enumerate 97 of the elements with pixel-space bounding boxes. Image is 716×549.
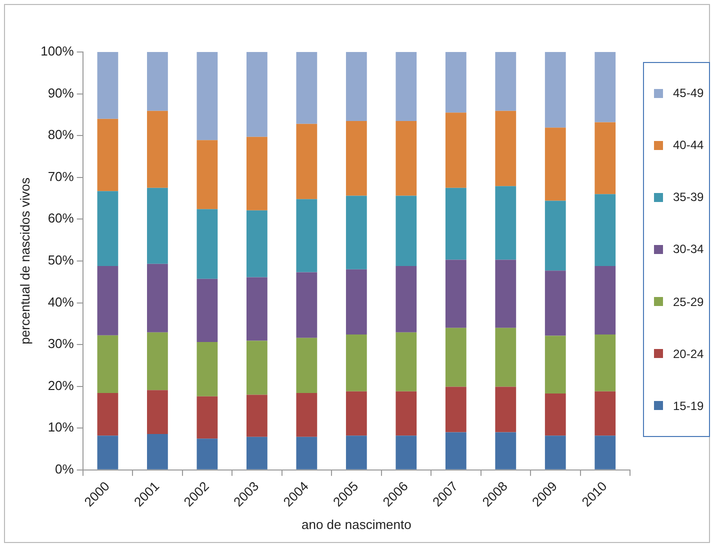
bar <box>544 270 566 336</box>
bar <box>495 110 516 186</box>
legend-label: 20-24 <box>673 346 704 361</box>
bar <box>147 434 168 470</box>
bar <box>296 436 318 470</box>
bar <box>97 335 118 394</box>
bar <box>544 336 566 394</box>
bar <box>296 52 318 124</box>
bar <box>97 266 118 336</box>
bar <box>196 438 218 470</box>
legend-label: 35-39 <box>673 190 704 204</box>
bar <box>296 124 318 200</box>
bar <box>246 136 268 210</box>
bar <box>445 188 466 260</box>
bar <box>594 266 616 335</box>
bar <box>246 340 268 395</box>
bar <box>594 194 616 266</box>
bar <box>445 328 466 387</box>
bar <box>147 332 168 390</box>
y-tick-label: 40% <box>48 294 74 310</box>
bar <box>445 386 466 432</box>
bar <box>346 269 367 335</box>
bar <box>396 52 417 121</box>
bar <box>495 260 516 328</box>
bar <box>544 200 566 271</box>
bar <box>346 120 367 196</box>
bar <box>544 393 566 436</box>
y-tick-label: 80% <box>48 127 74 142</box>
legend-label: 45-49 <box>673 86 704 100</box>
y-tick-label: 20% <box>48 378 74 393</box>
bar <box>246 277 268 341</box>
y-tick-label: 100% <box>40 44 74 59</box>
bar <box>396 196 417 266</box>
bar <box>594 391 616 436</box>
bar <box>196 278 218 342</box>
bar <box>296 199 318 272</box>
bar <box>495 328 516 387</box>
bar <box>97 436 118 470</box>
y-tick-label: 90% <box>48 85 74 100</box>
y-tick-label: 0% <box>55 462 74 476</box>
bar <box>495 386 516 432</box>
bar <box>147 188 168 264</box>
bar <box>196 396 218 439</box>
bar <box>246 394 268 437</box>
bar <box>495 186 516 260</box>
bar <box>396 391 417 436</box>
legend-label: 30-34 <box>673 242 704 256</box>
bar <box>396 266 417 332</box>
legend-label: 40-44 <box>673 138 704 152</box>
legend-label: 25-29 <box>673 294 704 309</box>
bar <box>396 332 417 392</box>
x-axis-title: ano de nascimento <box>301 516 412 532</box>
bar <box>196 342 218 396</box>
bar <box>396 120 417 196</box>
bar <box>296 272 318 338</box>
bar <box>196 140 218 210</box>
bar <box>97 52 118 119</box>
bar <box>147 390 168 434</box>
bar <box>495 432 516 470</box>
bar <box>544 128 566 201</box>
bar <box>346 52 367 121</box>
bar <box>97 393 118 436</box>
y-tick-label: 50% <box>48 252 74 268</box>
bar <box>495 52 516 111</box>
bar <box>445 260 466 328</box>
bar <box>346 334 367 392</box>
y-axis-title: percentual de nascidos vivos <box>17 177 32 344</box>
bar <box>445 112 466 188</box>
bar <box>147 52 168 111</box>
bar <box>296 393 318 437</box>
y-tick-label: 30% <box>48 336 74 352</box>
bar <box>97 118 118 192</box>
y-tick-label: 60% <box>48 210 74 226</box>
bar <box>594 436 616 470</box>
y-tick-label: 10% <box>48 420 74 435</box>
bar <box>594 52 616 122</box>
bar <box>246 210 268 278</box>
bar <box>196 52 218 140</box>
bar <box>445 432 466 470</box>
bar <box>396 436 417 470</box>
bar <box>594 334 616 392</box>
bar <box>246 52 268 137</box>
bar <box>97 191 118 266</box>
bar <box>445 52 466 113</box>
legend-label: 15-19 <box>673 398 704 413</box>
bar <box>346 391 367 436</box>
bar <box>147 264 168 332</box>
bar <box>196 209 218 279</box>
bar <box>544 52 566 128</box>
bar <box>296 338 318 394</box>
bar <box>147 110 168 188</box>
bar <box>246 436 268 470</box>
bar <box>346 196 367 270</box>
bar <box>594 122 616 194</box>
bar <box>544 436 566 470</box>
bar <box>346 436 367 470</box>
y-tick-label: 70% <box>48 168 74 184</box>
